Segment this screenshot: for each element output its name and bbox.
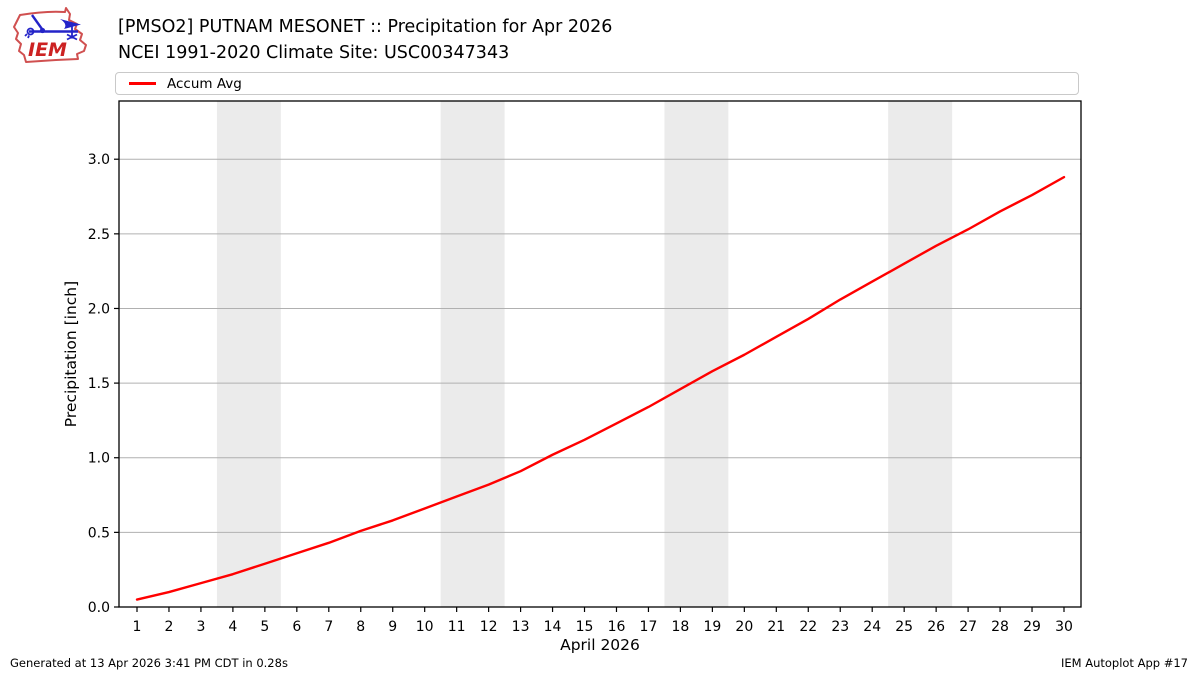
x-tick-label: 9 <box>388 619 397 635</box>
x-tick-label: 10 <box>416 619 434 635</box>
x-tick-label: 8 <box>356 619 365 635</box>
plot-frame <box>118 100 1082 608</box>
weather-instrument-icon <box>24 14 81 41</box>
series-line-accum-avg <box>135 175 1066 601</box>
x-tick-label: 21 <box>767 619 785 635</box>
x-tick-label: 24 <box>863 619 881 635</box>
chart-header: [PMSO2] PUTNAM MESONET :: Precipitation … <box>118 14 612 66</box>
weekend-bands <box>216 101 953 607</box>
x-tick-label: 23 <box>831 619 849 635</box>
chart-subtitle: NCEI 1991-2020 Climate Site: USC00347343 <box>118 43 510 63</box>
y-tick-label: 1.0 <box>88 451 110 467</box>
x-tick-label: 6 <box>292 619 301 635</box>
x-axis-label: April 2026 <box>560 636 640 654</box>
iem-logo: IEM <box>13 7 87 63</box>
x-tick-label: 4 <box>228 619 237 635</box>
x-tick-label: 11 <box>448 619 466 635</box>
x-tick-label: 13 <box>512 619 530 635</box>
app-credit: IEM Autoplot App #17 <box>1060 656 1188 670</box>
y-tick-label: 1.5 <box>88 376 110 392</box>
chart-title: [PMSO2] PUTNAM MESONET :: Precipitation … <box>118 17 613 37</box>
x-tick-label: 12 <box>480 619 498 635</box>
x-tick-label: 17 <box>640 619 658 635</box>
iem-logo-text: IEM <box>28 39 67 61</box>
x-tick-label: 16 <box>608 619 626 635</box>
weekend-band <box>216 101 281 607</box>
y-tick-label: 3.0 <box>88 152 110 168</box>
x-tick-label: 3 <box>196 619 205 635</box>
x-tick-label: 7 <box>324 619 333 635</box>
x-tick-label: 22 <box>799 619 817 635</box>
x-tick-label: 1 <box>133 619 142 635</box>
axis-ticks <box>114 158 1065 612</box>
weekend-band <box>440 101 505 607</box>
y-tick-label: 2.5 <box>88 227 110 243</box>
y-tick-label: 2.0 <box>88 301 110 317</box>
x-tick-label: 29 <box>1023 619 1041 635</box>
x-tick-label: 19 <box>703 619 721 635</box>
x-tick-label: 2 <box>165 619 174 635</box>
x-tick-label: 14 <box>544 619 562 635</box>
accum-avg-line <box>135 175 1066 601</box>
x-tick-label: 15 <box>576 619 594 635</box>
legend-line-swatch <box>129 82 156 85</box>
y-tick-label: 0.5 <box>88 525 110 541</box>
y-axis-label: Precipitation [inch] <box>62 281 80 427</box>
x-tick-label: 27 <box>959 619 977 635</box>
x-tick-label: 18 <box>671 619 689 635</box>
x-tick-label: 26 <box>927 619 945 635</box>
x-tick-label: 28 <box>991 619 1009 635</box>
axis-tick-labels: 0.00.51.01.52.02.53.01 2 3 4 5 6 7 8 9 10 11 12 13 14… <box>88 152 1073 635</box>
weekend-band <box>664 101 729 607</box>
legend-label: Accum Avg <box>167 75 242 92</box>
x-tick-label: 25 <box>895 619 913 635</box>
generated-timestamp: Generated at 13 Apr 2026 3:41 PM CDT in … <box>10 656 288 670</box>
x-tick-label: 20 <box>735 619 753 635</box>
x-tick-label: 30 <box>1055 619 1073 635</box>
weekend-band <box>888 101 953 607</box>
x-tick-label: 5 <box>260 619 269 635</box>
legend: Accum Avg <box>115 72 1079 95</box>
y-tick-label: 0.0 <box>88 600 110 616</box>
gridlines <box>119 158 1081 533</box>
